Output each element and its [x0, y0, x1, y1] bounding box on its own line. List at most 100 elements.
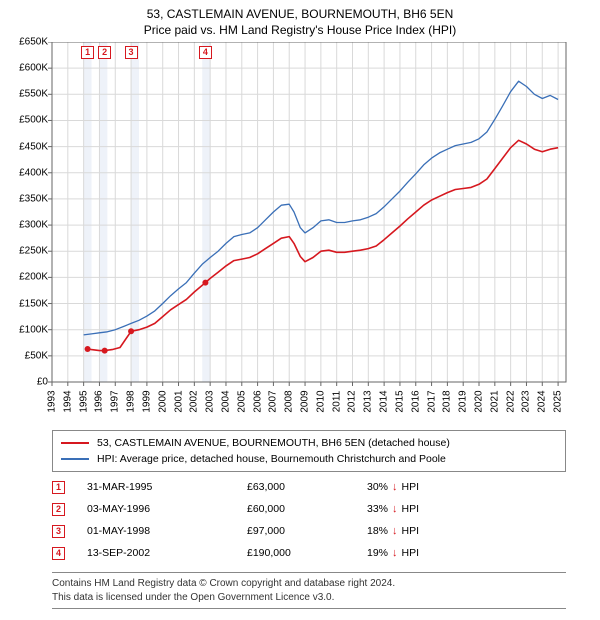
legend-swatch	[61, 442, 89, 444]
x-tick-label: 2015	[394, 390, 405, 412]
y-tick-label: £50K	[25, 350, 48, 361]
sale-diff: 33% ↓ HPI	[367, 503, 419, 515]
sale-diff-pct: 18%	[367, 525, 388, 537]
sale-row-marker: 4	[52, 547, 65, 560]
y-tick-label: £300K	[19, 220, 48, 231]
legend-label: 53, CASTLEMAIN AVENUE, BOURNEMOUTH, BH6 …	[97, 437, 450, 449]
x-tick-label: 2007	[268, 390, 279, 412]
legend-row: HPI: Average price, detached house, Bour…	[61, 451, 557, 467]
sale-diff-suffix: HPI	[402, 547, 420, 559]
sale-row: 1 31-MAR-1995£63,00030% ↓ HPI	[52, 476, 566, 498]
sale-row-marker: 3	[52, 525, 65, 538]
y-tick-label: £100K	[19, 324, 48, 335]
y-tick-label: £150K	[19, 298, 48, 309]
sale-diff: 30% ↓ HPI	[367, 481, 419, 493]
arrow-down-icon: ↓	[392, 503, 398, 515]
x-tick-label: 2021	[489, 390, 500, 412]
sale-marker: 2	[98, 46, 111, 59]
x-tick-label: 2017	[426, 390, 437, 412]
arrow-down-icon: ↓	[392, 547, 398, 559]
y-tick-label: £400K	[19, 167, 48, 178]
x-tick-label: 2024	[537, 390, 548, 412]
sale-marker: 1	[81, 46, 94, 59]
x-tick-label: 2009	[300, 390, 311, 412]
legend-row: 53, CASTLEMAIN AVENUE, BOURNEMOUTH, BH6 …	[61, 435, 557, 451]
footer-line2: This data is licensed under the Open Gov…	[52, 591, 566, 605]
x-tick-label: 2020	[474, 390, 485, 412]
x-tick-label: 1996	[94, 390, 105, 412]
x-tick-label: 2022	[505, 390, 516, 412]
x-tick-label: 1994	[62, 390, 73, 412]
x-tick-label: 2004	[220, 390, 231, 412]
x-tick-label: 2010	[315, 390, 326, 412]
sale-diff-pct: 33%	[367, 503, 388, 515]
x-tick-label: 1997	[110, 390, 121, 412]
arrow-down-icon: ↓	[392, 525, 398, 537]
x-tick-label: 2000	[157, 390, 168, 412]
x-tick-label: 1995	[78, 390, 89, 412]
sale-marker: 3	[125, 46, 138, 59]
footer: Contains HM Land Registry data © Crown c…	[52, 572, 566, 609]
y-tick-label: £500K	[19, 115, 48, 126]
sale-diff-suffix: HPI	[402, 481, 420, 493]
x-tick-label: 2018	[442, 390, 453, 412]
chart-svg	[0, 42, 600, 420]
title-address: 53, CASTLEMAIN AVENUE, BOURNEMOUTH, BH6 …	[0, 6, 600, 22]
legend-swatch	[61, 458, 89, 460]
sale-date: 13-SEP-2002	[87, 547, 247, 559]
sale-row-marker: 1	[52, 481, 65, 494]
y-tick-label: £0	[37, 377, 48, 388]
sale-marker: 4	[199, 46, 212, 59]
sale-row: 3 01-MAY-1998£97,00018% ↓ HPI	[52, 520, 566, 542]
x-tick-label: 2012	[347, 390, 358, 412]
legend: 53, CASTLEMAIN AVENUE, BOURNEMOUTH, BH6 …	[52, 430, 566, 472]
x-tick-label: 2019	[458, 390, 469, 412]
sale-row: 2 03-MAY-1996£60,00033% ↓ HPI	[52, 498, 566, 520]
sale-diff-suffix: HPI	[402, 503, 420, 515]
x-tick-label: 1998	[126, 390, 137, 412]
sale-diff: 18% ↓ HPI	[367, 525, 419, 537]
chart-area: £0 £50K £100K £150K £200K £250K £300K £350K £400…	[0, 42, 600, 420]
sale-date: 01-MAY-1998	[87, 525, 247, 537]
x-tick-label: 2001	[173, 390, 184, 412]
chart-container: 53, CASTLEMAIN AVENUE, BOURNEMOUTH, BH6 …	[0, 0, 600, 620]
x-tick-label: 2002	[189, 390, 200, 412]
sale-diff-pct: 19%	[367, 547, 388, 559]
y-tick-label: £350K	[19, 193, 48, 204]
x-tick-label: 2025	[553, 390, 564, 412]
x-tick-label: 2008	[284, 390, 295, 412]
x-tick-label: 1993	[47, 390, 58, 412]
sale-price: £190,000	[247, 547, 367, 559]
footer-line1: Contains HM Land Registry data © Crown c…	[52, 577, 566, 591]
arrow-down-icon: ↓	[392, 481, 398, 493]
y-tick-label: £250K	[19, 246, 48, 257]
sale-row: 4 13-SEP-2002£190,00019% ↓ HPI	[52, 542, 566, 564]
sale-date: 31-MAR-1995	[87, 481, 247, 493]
x-tick-label: 2016	[410, 390, 421, 412]
y-tick-label: £200K	[19, 272, 48, 283]
x-tick-label: 2011	[331, 391, 342, 413]
sale-diff-pct: 30%	[367, 481, 388, 493]
sale-diff: 19% ↓ HPI	[367, 547, 419, 559]
x-tick-label: 2014	[379, 390, 390, 412]
x-tick-label: 2006	[252, 390, 263, 412]
sale-price: £63,000	[247, 481, 367, 493]
y-tick-label: £550K	[19, 89, 48, 100]
title-block: 53, CASTLEMAIN AVENUE, BOURNEMOUTH, BH6 …	[0, 0, 600, 38]
legend-label: HPI: Average price, detached house, Bour…	[97, 453, 446, 465]
y-tick-label: £650K	[19, 37, 48, 48]
x-tick-label: 2013	[363, 390, 374, 412]
sale-price: £60,000	[247, 503, 367, 515]
sale-date: 03-MAY-1996	[87, 503, 247, 515]
title-subtitle: Price paid vs. HM Land Registry's House …	[0, 22, 600, 38]
x-tick-label: 2005	[236, 390, 247, 412]
sale-diff-suffix: HPI	[402, 525, 420, 537]
y-tick-label: £450K	[19, 141, 48, 152]
y-tick-label: £600K	[19, 63, 48, 74]
sales-table: 131-MAR-1995£63,00030%↓ HPI203-MAY-1996£…	[52, 476, 566, 564]
sale-price: £97,000	[247, 525, 367, 537]
sale-row-marker: 2	[52, 503, 65, 516]
x-tick-label: 2003	[205, 390, 216, 412]
x-tick-label: 1999	[141, 390, 152, 412]
x-tick-label: 2023	[521, 390, 532, 412]
